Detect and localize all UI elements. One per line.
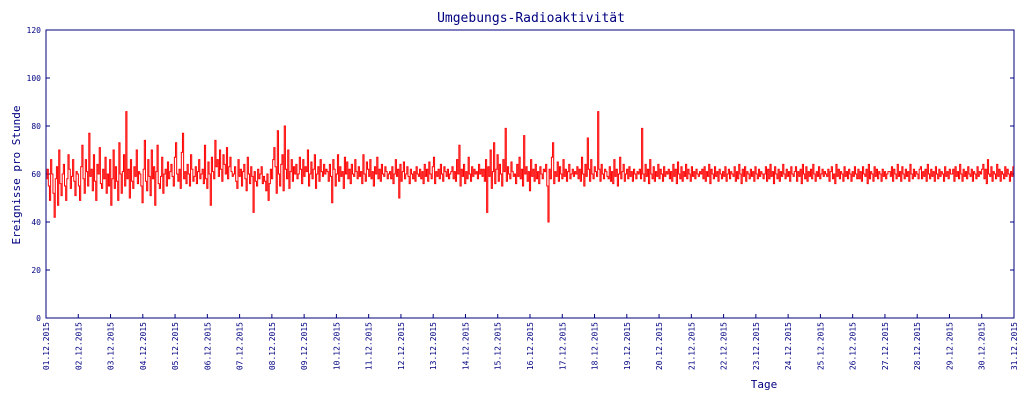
x-tick-label: 20.12.2015 (655, 322, 664, 370)
x-tick-label: 11.12.2015 (365, 322, 374, 370)
x-tick-label: 29.12.2015 (945, 322, 954, 370)
x-tick-label: 25.12.2015 (816, 322, 825, 370)
series-group (46, 111, 1014, 223)
y-tick-label: 0 (36, 314, 41, 323)
x-tick-label: 02.12.2015 (74, 322, 83, 370)
y-tick-label: 80 (31, 122, 41, 131)
x-tick-label: 14.12.2015 (461, 322, 470, 370)
x-tick-label: 01.12.2015 (42, 322, 51, 370)
x-tick-label: 24.12.2015 (784, 322, 793, 370)
x-tick-label: 05.12.2015 (171, 322, 180, 370)
x-tick-label: 13.12.2015 (429, 322, 438, 370)
x-tick-label: 18.12.2015 (591, 322, 600, 370)
x-tick-label: 31.12.2015 (1010, 322, 1019, 370)
x-tick-label: 21.12.2015 (687, 322, 696, 370)
chart-title: Umgebungs-Radioaktivität (437, 11, 625, 26)
x-tick-label: 28.12.2015 (913, 322, 922, 370)
y-tick-label: 20 (31, 266, 41, 275)
y-tick-label: 120 (27, 26, 42, 35)
x-tick-label: 19.12.2015 (623, 322, 632, 370)
y-axis-ticks: 0 20 40 60 80 100 120 (27, 26, 1014, 323)
x-axis-ticks: 01.12.2015 02.12.2015 03.12.2015 04.12.2015… (42, 314, 1019, 370)
x-tick-label: 03.12.2015 (107, 322, 116, 370)
x-tick-label: 22.12.2015 (720, 322, 729, 370)
plot-frame (45, 29, 1015, 319)
x-tick-label: 16.12.2015 (526, 322, 535, 370)
x-tick-label: 09.12.2015 (300, 322, 309, 370)
x-tick-label: 26.12.2015 (849, 322, 858, 370)
x-tick-label: 08.12.2015 (268, 322, 277, 370)
x-tick-label: 17.12.2015 (558, 322, 567, 370)
y-axis-label: Ereignisse pro Stunde (10, 105, 23, 244)
series-line (46, 111, 1014, 223)
y-tick-label: 60 (31, 170, 41, 179)
x-tick-label: 07.12.2015 (236, 322, 245, 370)
plot-border (45, 29, 1015, 319)
x-tick-label: 15.12.2015 (494, 322, 503, 370)
y-tick-label: 40 (31, 218, 41, 227)
x-tick-label: 12.12.2015 (397, 322, 406, 370)
x-tick-label: 10.12.2015 (332, 322, 341, 370)
x-tick-label: 30.12.2015 (978, 322, 987, 370)
y-tick-label: 100 (27, 74, 42, 83)
x-tick-label: 23.12.2015 (752, 322, 761, 370)
x-tick-label: 27.12.2015 (881, 322, 890, 370)
x-axis-label: Tage (751, 378, 778, 391)
x-tick-label: 04.12.2015 (139, 322, 148, 370)
x-tick-label: 06.12.2015 (203, 322, 212, 370)
